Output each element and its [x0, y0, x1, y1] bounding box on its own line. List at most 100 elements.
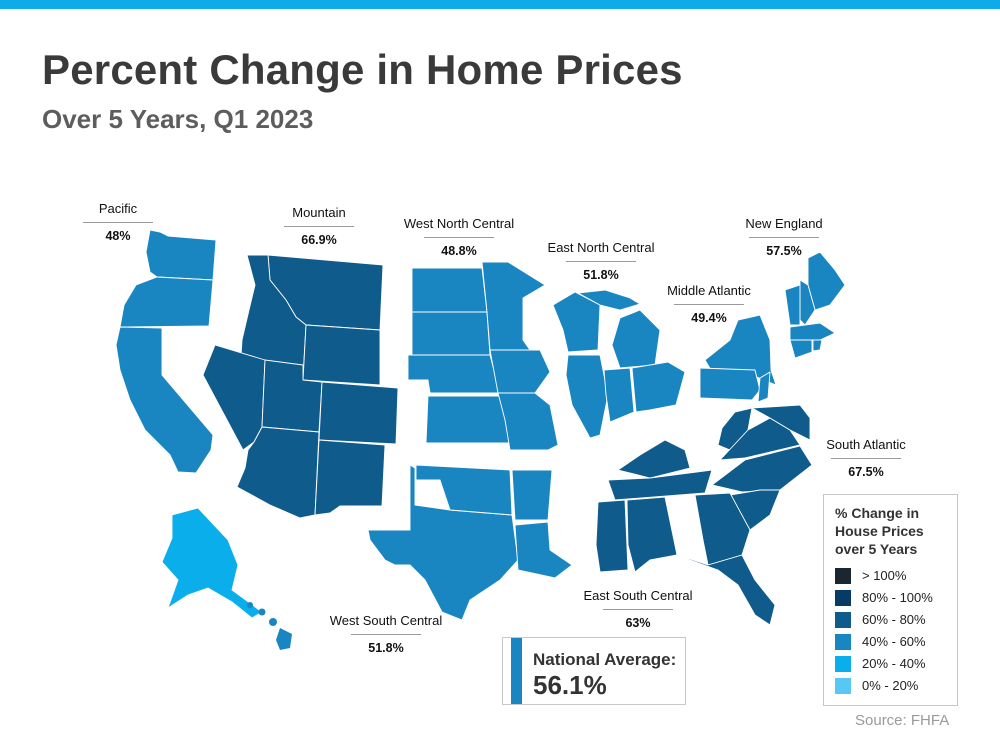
state-mississippi: [595, 499, 629, 573]
state-pennsylvania: [699, 367, 761, 401]
page-subtitle: Over 5 Years, Q1 2023: [42, 104, 314, 134]
region-shape-mountain[interactable]: [202, 254, 399, 519]
region-shape-east-north-central[interactable]: [552, 289, 686, 439]
region-label-east-north-central: East North Central 51.8%: [526, 240, 676, 282]
legend-swatch: [835, 612, 851, 628]
region-name: New England: [745, 216, 823, 231]
state-kansas: [425, 395, 511, 444]
legend-swatch: [835, 678, 851, 694]
hawaii-island-3: [269, 618, 277, 626]
page-title: Percent Change in Home Prices: [42, 46, 683, 93]
region-value: 51.8%: [583, 268, 619, 282]
region-name: West North Central: [403, 216, 515, 231]
state-ohio: [631, 361, 686, 413]
region-shape-new-england[interactable]: [784, 251, 846, 359]
label-underline: [424, 237, 494, 238]
state-alabama: [626, 496, 678, 573]
national-average-label: National Average:: [533, 650, 677, 669]
state-arkansas: [511, 469, 553, 521]
label-underline: [749, 237, 819, 238]
region-name: Mountain: [292, 205, 346, 220]
region-value: 63%: [625, 616, 651, 630]
state-florida: [677, 554, 776, 626]
legend-label: 0% - 20%: [862, 678, 919, 693]
region-shape-middle-atlantic[interactable]: [699, 314, 777, 403]
hawaii-island-2: [258, 608, 266, 616]
national-average-accent-bar: [511, 638, 522, 704]
label-underline: [284, 226, 354, 227]
legend-label: > 100%: [862, 568, 907, 583]
state-texas: [367, 464, 519, 621]
label-underline: [351, 634, 421, 635]
region-value: 67.5%: [848, 465, 884, 479]
region-shape-east-south-central[interactable]: [595, 439, 713, 573]
region-name: West South Central: [329, 613, 443, 628]
region-name: East North Central: [547, 240, 655, 255]
state-shape-alaska[interactable]: [161, 507, 263, 619]
region-shape-pacific[interactable]: [115, 229, 217, 474]
legend-label: 40% - 60%: [862, 634, 926, 649]
region-shape-south-atlantic[interactable]: [677, 404, 813, 626]
source-credit: Source: FHFA: [855, 712, 950, 729]
region-label-south-atlantic: South Atlantic 67.5%: [791, 437, 941, 479]
state-missouri: [497, 392, 559, 451]
legend-swatch: [835, 568, 851, 584]
national-average-box: National Average: 56.1%: [502, 637, 686, 705]
label-underline: [83, 222, 153, 223]
legend-swatch: [835, 590, 851, 606]
label-underline: [566, 261, 636, 262]
label-underline: [603, 609, 673, 610]
legend-label: 20% - 40%: [862, 656, 926, 671]
state-wisconsin: [552, 291, 601, 353]
state-north-dakota: [411, 267, 488, 313]
state-new-mexico: [314, 439, 386, 516]
legend-label: 80% - 100%: [862, 590, 933, 605]
region-value: 66.9%: [301, 233, 337, 247]
hawaii-island-big: [276, 628, 292, 650]
state-nebraska: [407, 354, 501, 394]
region-value: 48.8%: [441, 244, 477, 258]
region-value: 51.8%: [368, 641, 404, 655]
state-tennessee: [607, 469, 713, 501]
region-label-west-north-central: West North Central 48.8%: [384, 216, 534, 258]
region-name: South Atlantic: [826, 437, 906, 452]
state-indiana: [603, 367, 635, 423]
region-name: East South Central: [583, 588, 693, 603]
state-vermont: [784, 284, 801, 326]
state-maine: [807, 251, 846, 311]
region-name: Pacific: [98, 201, 138, 216]
state-michigan: [577, 289, 641, 311]
legend-title: % Change in House Prices over 5 Years: [835, 505, 924, 557]
label-underline: [831, 458, 901, 459]
state-connecticut: [789, 339, 813, 359]
state-new-jersey: [757, 371, 771, 403]
top-accent-bar: [0, 0, 1000, 9]
state-illinois: [565, 354, 609, 439]
national-average-value: 56.1%: [533, 670, 607, 700]
hawaii-island-1: [247, 602, 253, 608]
state-colorado: [318, 381, 399, 445]
state-oklahoma: [415, 464, 513, 516]
region-label-east-south-central: East South Central 63%: [563, 588, 713, 630]
state-shape-hawaii[interactable]: [247, 602, 292, 650]
region-label-west-south-central: West South Central 51.8%: [311, 613, 461, 655]
state-north-carolina: [711, 445, 813, 493]
region-shape-west-south-central[interactable]: [367, 464, 573, 621]
state-oregon: [119, 276, 214, 328]
state-kentucky: [617, 439, 691, 479]
region-value: 49.4%: [691, 311, 727, 325]
region-label-pacific: Pacific 48%: [43, 201, 193, 243]
state-south-dakota: [411, 311, 491, 356]
state-rhode-island: [812, 339, 823, 352]
map-legend: % Change in House Prices over 5 Years > …: [823, 494, 958, 706]
region-label-new-england: New England 57.5%: [709, 216, 859, 258]
region-value: 48%: [105, 229, 131, 243]
state-california: [115, 326, 214, 474]
region-name: Middle Atlantic: [667, 283, 751, 298]
state-louisiana: [514, 521, 573, 579]
legend-label: 60% - 80%: [862, 612, 926, 627]
state-iowa: [489, 349, 551, 394]
region-label-middle-atlantic: Middle Atlantic 49.4%: [634, 283, 784, 325]
region-shape-west-north-central[interactable]: [407, 261, 559, 451]
